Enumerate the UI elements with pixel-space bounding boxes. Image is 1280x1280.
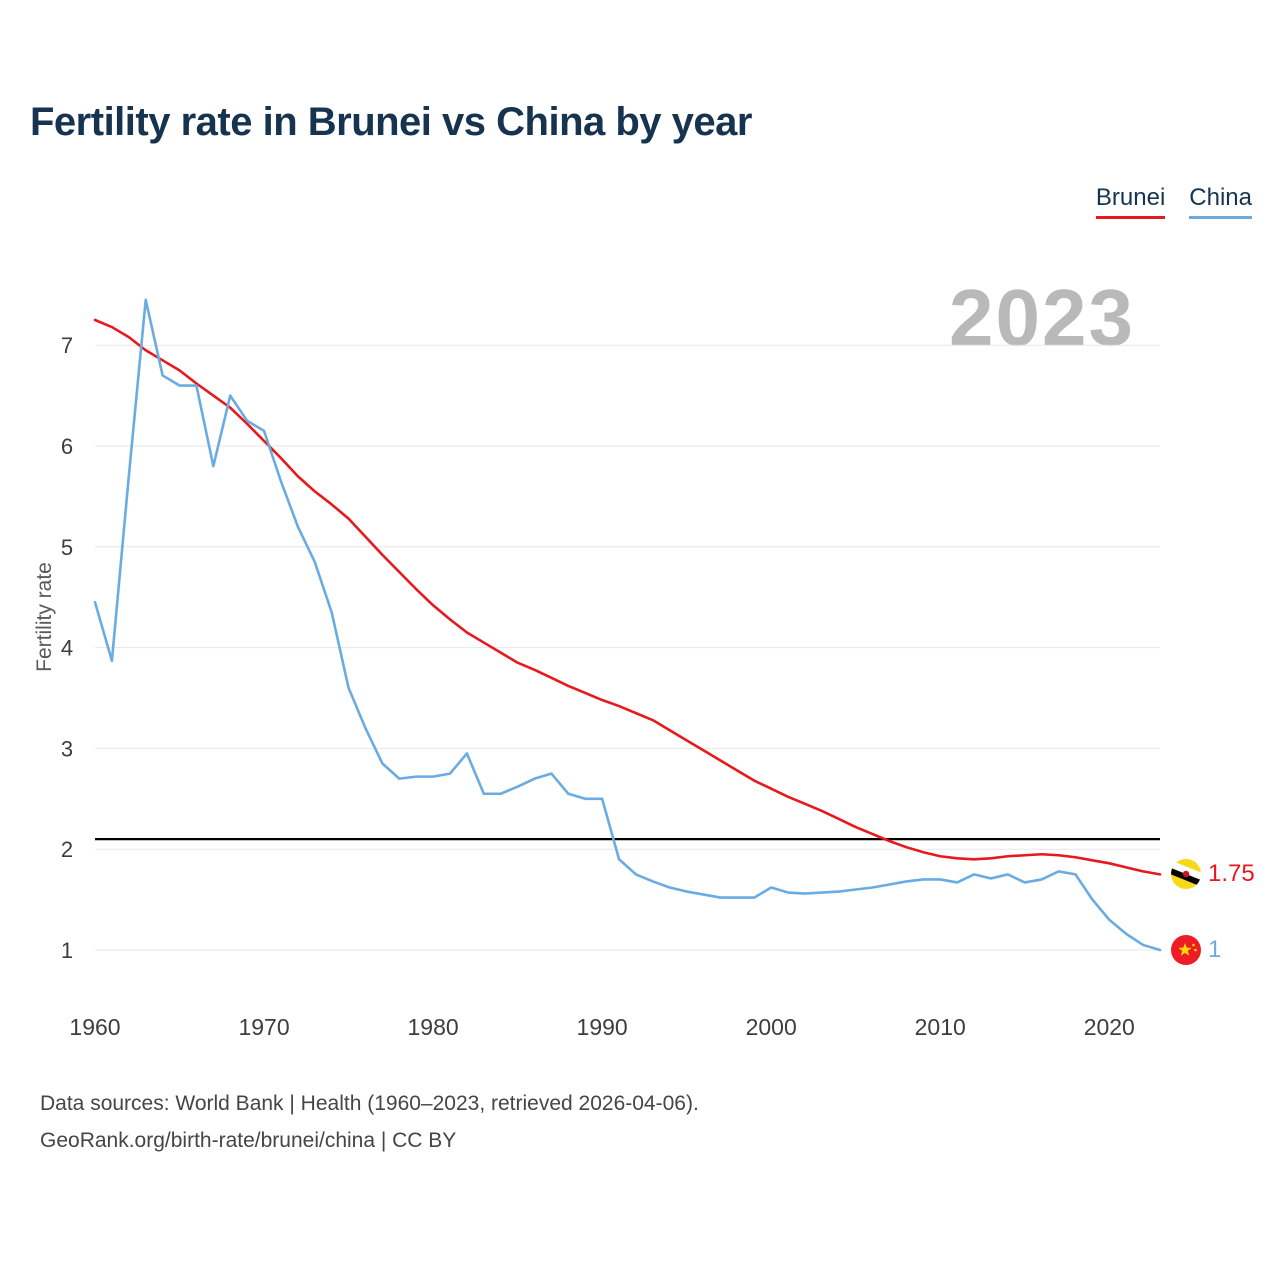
y-tick-label: 4 — [61, 636, 73, 661]
china-flag-marker — [1171, 935, 1201, 965]
legend-item-china[interactable]: China — [1189, 184, 1252, 219]
footer-source-line: Data sources: World Bank | Health (1960–… — [40, 1092, 699, 1115]
watermark-year: 2023 — [949, 273, 1135, 362]
y-tick-label: 3 — [61, 736, 73, 761]
x-tick-label: 2020 — [1084, 1014, 1135, 1040]
china-line — [93, 298, 1162, 952]
y-tick-label: 7 — [61, 333, 73, 358]
legend-item-brunei[interactable]: Brunei — [1095, 184, 1166, 219]
y-tick-label: 6 — [61, 434, 73, 459]
x-tick-label: 2000 — [746, 1014, 797, 1040]
brunei-flag-icon — [1171, 859, 1201, 890]
y-tick-label: 5 — [61, 535, 73, 560]
brunei-line — [93, 318, 1162, 876]
y-tick-label: 1 — [61, 938, 73, 963]
footer: Data sources: World Bank | Health (1960–… — [40, 1086, 699, 1160]
end-label-china: 1 — [1208, 936, 1222, 963]
x-tick-label: 1970 — [238, 1014, 289, 1040]
page-title: Fertility rate in Brunei vs China by yea… — [30, 100, 752, 144]
y-tick-label: 2 — [61, 837, 73, 862]
x-tick-label: 1990 — [577, 1014, 628, 1040]
x-tick-label: 2010 — [915, 1014, 966, 1040]
x-tick-label: 1980 — [408, 1014, 459, 1040]
legend: Brunei China — [1095, 184, 1252, 219]
end-label-brunei: 1.75 — [1208, 860, 1255, 888]
x-tick-label: 1960 — [69, 1014, 120, 1040]
brunei-flag-marker — [1171, 859, 1201, 890]
china-flag-icon — [1171, 935, 1201, 965]
footer-attribution-line: GeoRank.org/birth-rate/brunei/china | CC… — [40, 1128, 457, 1152]
